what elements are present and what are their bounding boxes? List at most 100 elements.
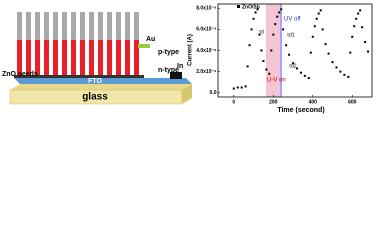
data-point bbox=[361, 26, 364, 29]
data-point bbox=[282, 28, 285, 31]
in-label: In bbox=[177, 63, 183, 70]
data-point bbox=[357, 12, 360, 15]
nanorod-p bbox=[89, 12, 94, 40]
nanorod-p bbox=[125, 12, 130, 40]
nanorod-p bbox=[98, 12, 103, 40]
data-point bbox=[232, 87, 235, 90]
n-type-label: n-type bbox=[158, 67, 179, 74]
data-point bbox=[315, 17, 318, 20]
data-point bbox=[268, 72, 271, 75]
nanorod-n bbox=[98, 40, 103, 75]
data-point bbox=[335, 66, 338, 69]
data-point bbox=[280, 8, 283, 11]
data-point bbox=[299, 71, 302, 74]
data-point bbox=[347, 75, 350, 78]
fto-layer bbox=[14, 78, 192, 84]
zno-seeds-label: ZnO seeds bbox=[2, 71, 38, 78]
device-diagram: Au p-type n-type In ZnO seeds FTO glass bbox=[2, 12, 192, 105]
nanorod-p bbox=[116, 12, 121, 40]
nanorod-n bbox=[89, 40, 94, 75]
p-type-label: p-type bbox=[158, 49, 179, 56]
au-label: Au bbox=[146, 36, 155, 43]
data-point bbox=[359, 9, 362, 12]
data-point bbox=[313, 25, 316, 28]
glass-side bbox=[182, 84, 192, 104]
data-point bbox=[343, 73, 346, 76]
data-point bbox=[311, 35, 314, 38]
data-point bbox=[246, 65, 249, 68]
tau-d2-label: τd2 bbox=[289, 63, 297, 69]
data-point bbox=[236, 86, 239, 89]
data-point bbox=[355, 17, 358, 20]
data-point bbox=[285, 44, 288, 47]
legend-marker bbox=[237, 5, 240, 8]
tau-d1-label: τd1 bbox=[287, 32, 295, 38]
uv-off-label: UV off bbox=[284, 17, 301, 23]
data-point bbox=[260, 49, 263, 52]
x-axis-label: Time (second) bbox=[277, 107, 324, 114]
y-tick-label: 0.0 bbox=[210, 90, 217, 96]
nanorod-n bbox=[35, 40, 40, 75]
nanorod-n bbox=[62, 40, 67, 75]
data-point bbox=[262, 60, 265, 63]
nanorod-n bbox=[125, 40, 130, 75]
data-point bbox=[351, 35, 354, 38]
figure: Au p-type n-type In ZnO seeds FTO glass … bbox=[2, 3, 373, 114]
data-point bbox=[321, 28, 324, 31]
glass-label: glass bbox=[82, 92, 108, 103]
data-point bbox=[295, 67, 298, 70]
y-axis-label: Current (A) bbox=[188, 34, 194, 66]
data-point bbox=[303, 74, 306, 77]
data-point bbox=[252, 17, 255, 20]
data-point bbox=[307, 76, 310, 79]
data-point bbox=[367, 50, 370, 53]
data-point bbox=[270, 49, 273, 52]
data-point bbox=[248, 44, 251, 47]
nanorod-p bbox=[35, 12, 40, 40]
data-point bbox=[349, 51, 352, 54]
data-point bbox=[272, 33, 275, 36]
data-point bbox=[265, 68, 268, 71]
legend-label: ZnO/Sb bbox=[242, 4, 260, 10]
nanorod-n bbox=[17, 40, 22, 75]
nanorod-n bbox=[116, 40, 121, 75]
data-point bbox=[240, 86, 243, 89]
data-point bbox=[327, 52, 330, 55]
chart: UV off U-V on τd τd1 τd2 ZnO/Sb Time (se… bbox=[188, 3, 373, 114]
y-tick-label: 8.0x10⁻⁸ bbox=[196, 6, 217, 12]
nanorod-p bbox=[53, 12, 58, 40]
nanorod-p bbox=[80, 12, 85, 40]
nanorod-p bbox=[17, 12, 22, 40]
data-point bbox=[364, 41, 367, 44]
data-point bbox=[258, 33, 261, 36]
in-contact bbox=[170, 72, 182, 79]
data-point bbox=[292, 62, 295, 65]
data-point bbox=[244, 85, 247, 88]
x-tick-label: 0 bbox=[232, 99, 235, 105]
data-point bbox=[288, 53, 291, 56]
x-tick-label: 200 bbox=[269, 99, 278, 105]
nanorod-p bbox=[26, 12, 31, 40]
nanorod-n bbox=[134, 40, 139, 75]
data-point bbox=[319, 9, 322, 12]
zno-seed-layer bbox=[14, 75, 144, 78]
nanorod-p bbox=[107, 12, 112, 40]
data-point bbox=[324, 43, 327, 46]
y-tick-label: 2.0x10⁻⁸ bbox=[196, 69, 217, 75]
fto-label: FTO bbox=[88, 78, 102, 85]
glass-top bbox=[10, 84, 192, 90]
data-point bbox=[278, 11, 281, 14]
data-point bbox=[317, 12, 320, 15]
nanorod-n bbox=[26, 40, 31, 75]
data-point bbox=[256, 8, 259, 11]
nanorod-p bbox=[71, 12, 76, 40]
data-point bbox=[339, 70, 342, 73]
x-tick-label: 400 bbox=[309, 99, 318, 105]
data-point bbox=[309, 51, 312, 54]
data-point bbox=[353, 25, 356, 28]
x-tick-label: 600 bbox=[348, 99, 357, 105]
nanorod-n bbox=[107, 40, 112, 75]
y-tick-label: 6.0x10⁻⁸ bbox=[196, 27, 217, 33]
nanorod-n bbox=[80, 40, 85, 75]
nanorod-array bbox=[17, 12, 139, 75]
